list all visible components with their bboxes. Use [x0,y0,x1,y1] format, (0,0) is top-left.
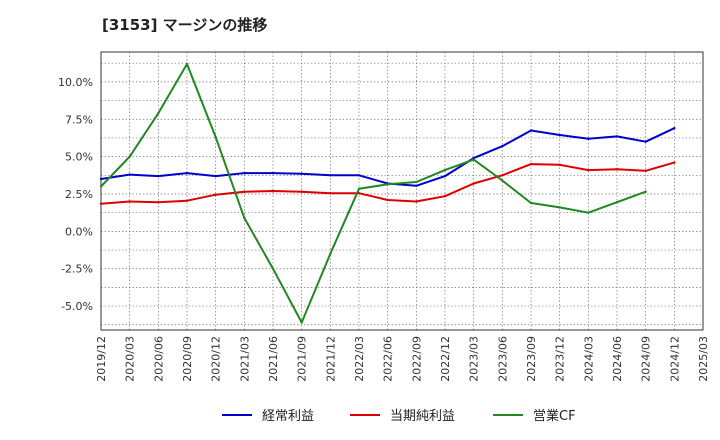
x-tick-label: 2024/06 [611,336,624,382]
data-point [99,185,103,188]
x-tick-label: 2020/06 [152,336,165,382]
data-point [357,192,361,195]
data-point [128,200,131,203]
data-point [185,62,189,66]
data-point [558,206,561,209]
data-point [615,201,619,204]
data-point [271,189,275,193]
data-point [415,184,418,187]
y-tick-label: 10.0% [58,76,93,89]
data-point [644,190,647,193]
legend-label: 経常利益 [262,409,314,424]
plot-area [101,52,703,330]
data-point [185,199,189,202]
data-point [529,201,533,205]
data-point [501,179,504,182]
y-tick-label: -2.5% [61,263,93,276]
data-point [329,252,332,255]
x-tick-label: 2023/12 [554,336,567,382]
data-point [529,129,533,132]
data-point [558,133,561,137]
data-point [415,200,418,203]
plot-frame [100,51,704,331]
x-tick-label: 2020/03 [124,336,137,382]
data-point [644,140,647,143]
x-tick-label: 2020/12 [210,336,223,382]
data-point [386,183,389,186]
data-point [214,174,217,178]
x-tick-label: 2021/09 [296,336,309,382]
data-point [157,201,160,204]
data-point [587,168,590,172]
data-point [644,169,647,173]
data-point [300,172,303,176]
data-point [99,177,103,181]
data-point [128,155,131,158]
data-point [386,198,389,202]
data-point [501,174,504,177]
data-point [185,171,189,175]
data-point [243,190,246,193]
data-point [472,158,475,161]
data-point [357,174,361,177]
y-tick-label: 0.0% [65,225,93,238]
y-tick-label: 5.0% [65,151,93,164]
data-point [673,161,676,164]
data-point [300,190,303,193]
x-tick-label: 2025/03 [697,336,710,382]
x-tick-label: 2021/03 [238,336,251,382]
x-tick-label: 2024/03 [582,336,595,382]
series-line-3 [100,63,647,324]
chart-title: [3153] マージンの推移 [102,16,268,34]
y-tick-label: 2.5% [65,188,93,201]
data-point [443,174,447,178]
y-tick-label: -5.0% [61,300,93,313]
x-tick-label: 2021/12 [324,336,337,382]
data-point [615,168,619,171]
legend-label: 営業CF [533,408,576,424]
x-tick-label: 2022/03 [353,336,366,382]
data-point [529,162,533,166]
data-point [271,267,275,270]
data-point [357,187,361,190]
data-point [501,144,504,148]
data-point [157,174,160,178]
data-point [443,195,447,198]
data-point [243,216,246,220]
data-point [271,171,275,175]
legend-label: 当期純利益 [390,409,455,424]
data-point [615,135,619,138]
data-point [329,174,332,177]
x-tick-label: 2021/06 [267,336,280,382]
data-point [587,211,590,214]
x-tick-label: 2024/12 [668,336,681,382]
data-point [329,192,332,195]
data-point [99,202,103,205]
y-tick-label: 7.5% [65,113,93,126]
data-point [587,137,590,140]
data-point [443,168,447,172]
x-tick-label: 2022/12 [439,336,452,382]
data-point [300,321,303,324]
data-point [472,182,475,185]
data-point [415,180,418,184]
data-point [558,163,561,167]
x-tick-label: 2020/09 [181,336,194,382]
x-tick-label: 2023/06 [496,336,509,382]
x-tick-label: 2022/09 [410,336,423,382]
data-point [243,171,246,175]
x-tick-label: 2023/03 [468,336,481,382]
data-point [128,173,131,176]
x-tick-label: 2023/09 [525,336,538,382]
data-point [673,127,676,130]
data-point [157,112,160,115]
data-point [214,193,217,196]
x-tick-label: 2022/06 [382,336,395,382]
x-tick-label: 2019/12 [95,336,108,382]
x-tick-label: 2024/09 [640,336,653,382]
data-point [214,135,217,139]
